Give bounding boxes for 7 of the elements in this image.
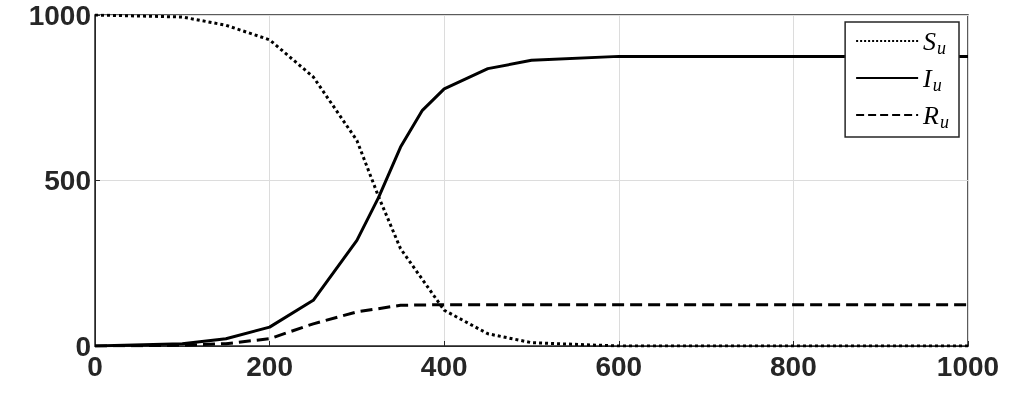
x-tick-label: 400 bbox=[420, 350, 468, 382]
x-tick-label: 800 bbox=[770, 350, 817, 382]
x-tick-label: 200 bbox=[246, 350, 293, 382]
y-tick-label: 500 bbox=[44, 165, 91, 196]
x-tick-label: 600 bbox=[595, 350, 643, 382]
y-tick-label: 1000 bbox=[28, 0, 91, 31]
x-tick-label: 1000 bbox=[936, 350, 1000, 382]
